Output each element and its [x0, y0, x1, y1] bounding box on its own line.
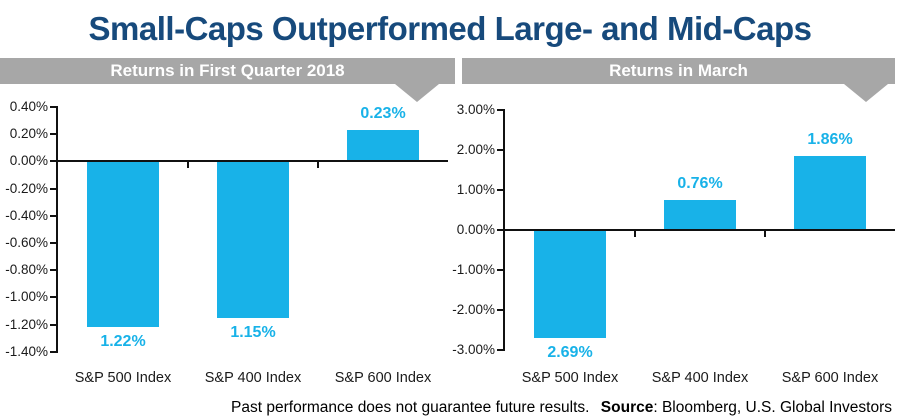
zero-axis-line: [503, 229, 895, 231]
y-axis-tick-label: 0.00%: [9, 153, 48, 169]
panel-header-march-label: Returns in March: [609, 61, 748, 80]
y-axis-tick-label: -1.20%: [5, 316, 48, 332]
y-axis-tick-label: -1.00%: [452, 262, 495, 277]
y-axis-tick: [50, 214, 56, 217]
banner-arrow-down-icon: [844, 84, 888, 102]
y-axis-tick: [497, 229, 503, 231]
bar-value-label: 1.22%: [100, 333, 146, 351]
y-axis-tick-label: -1.40%: [5, 343, 48, 359]
bar-s-p-400-index: [664, 199, 736, 230]
y-axis-tick-label: -0.20%: [5, 180, 48, 196]
banner-arrow-down-icon: [395, 84, 439, 102]
y-axis-tick-label: -1.00%: [5, 289, 48, 305]
category-label: S&P 500 Index: [74, 370, 172, 386]
panel-header-march: Returns in March: [462, 58, 895, 84]
y-axis-tick-label: -3.00%: [452, 342, 495, 357]
y-axis-tick-label: -0.60%: [5, 235, 48, 250]
category-label: S&P 600 Index: [334, 370, 432, 386]
y-axis-tick-label: 2.00%: [456, 142, 495, 157]
bar-s-p-500-index: [87, 161, 159, 328]
bar-value-label: 0.76%: [677, 174, 723, 192]
bar-s-p-600-index: [347, 130, 419, 162]
y-axis-tick: [497, 109, 503, 111]
y-axis-tick: [50, 296, 56, 299]
category-tick: [317, 162, 319, 169]
bar-s-p-600-index: [794, 155, 866, 230]
bar-s-p-400-index: [217, 161, 289, 318]
zero-axis-line: [56, 160, 448, 163]
bar-value-label: 0.23%: [360, 105, 406, 123]
y-axis-tick: [50, 160, 56, 163]
bar-value-label: 2.69%: [547, 343, 593, 361]
category-tick: [634, 231, 636, 237]
y-axis-tick-label: 0.20%: [9, 126, 48, 142]
y-axis-tick: [497, 349, 503, 351]
y-axis-tick: [50, 242, 56, 244]
y-axis-tick: [50, 106, 56, 108]
category-tick: [187, 162, 189, 169]
y-axis-tick: [497, 189, 503, 191]
disclaimer-text: Past performance does not guarantee futu…: [231, 399, 590, 416]
category-label: S&P 400 Index: [204, 370, 302, 386]
y-axis-line: [56, 106, 58, 353]
panel-header-first-quarter-label: Returns in First Quarter 2018: [110, 61, 345, 80]
y-axis-tick: [497, 269, 503, 271]
y-axis-tick-label: 1.00%: [456, 182, 495, 197]
bar-s-p-500-index: [534, 230, 606, 338]
y-axis-tick: [50, 187, 56, 190]
category-label: S&P 600 Index: [781, 370, 879, 386]
y-axis-tick-label: -0.40%: [5, 207, 48, 223]
y-axis-tick: [50, 133, 56, 136]
y-axis-tick-label: 0.40%: [9, 99, 48, 114]
category-tick: [764, 231, 766, 237]
y-axis-tick-label: 3.00%: [456, 102, 495, 117]
source-label: Source: [600, 399, 654, 416]
y-axis-tick: [50, 350, 56, 353]
y-axis-tick: [497, 309, 503, 311]
figure-title: Small-Caps Outperformed Large- and Mid-C…: [88, 10, 812, 47]
y-axis-tick: [497, 149, 503, 151]
y-axis-tick-label: -0.80%: [5, 262, 48, 278]
category-label: S&P 500 Index: [521, 370, 619, 386]
category-label: S&P 400 Index: [651, 370, 749, 386]
footnote: Past performance does not guarantee futu…: [231, 399, 892, 417]
y-axis-tick-label: 0.00%: [456, 222, 495, 237]
source-text: : Bloomberg, U.S. Global Investors: [653, 399, 892, 416]
bar-value-label: 1.86%: [807, 130, 853, 148]
y-axis-tick: [50, 323, 56, 326]
panel-header-first-quarter: Returns in First Quarter 2018: [0, 58, 455, 84]
y-axis-tick: [50, 269, 56, 272]
bar-value-label: 1.15%: [230, 323, 276, 341]
y-axis-tick-label: -2.00%: [452, 302, 495, 317]
